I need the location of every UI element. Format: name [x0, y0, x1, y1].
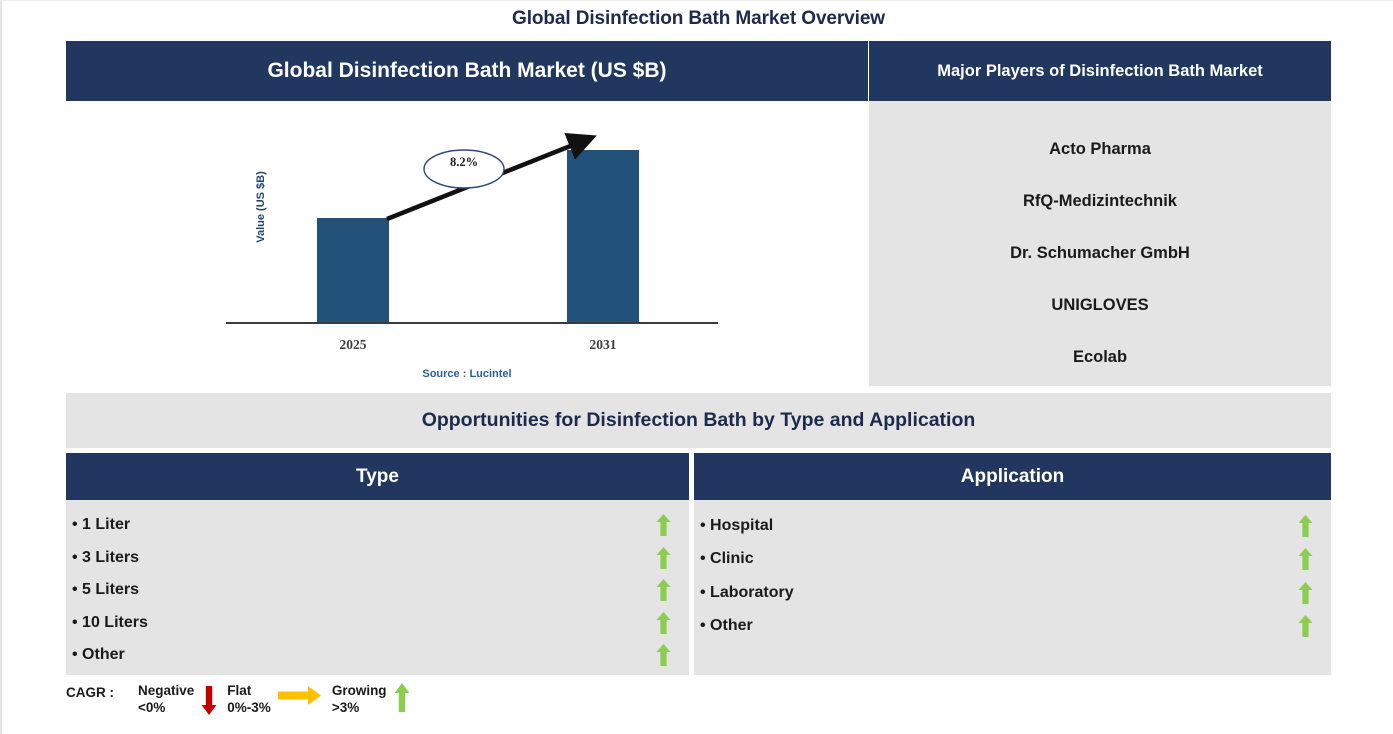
arrow-up-icon — [656, 644, 671, 667]
opportunities-banner: Opportunities for Disinfection Bath by T… — [66, 393, 1331, 448]
application-row-label: • Clinic — [700, 550, 754, 568]
x-tick-label-2031: 2031 — [589, 337, 617, 352]
x-tick-label-2025: 2025 — [339, 337, 367, 352]
table-row: • Clinic — [694, 543, 1331, 577]
bar-2031 — [567, 150, 639, 322]
type-table: Type • 1 Liter • 3 Liters • 5 Liters — [66, 453, 689, 675]
application-row-label: • Laboratory — [700, 583, 794, 601]
arrow-up-icon — [656, 546, 671, 569]
legend-range: 0%-3% — [227, 700, 271, 715]
application-table-body: • Hospital • Clinic • Laboratory • Other — [694, 500, 1331, 643]
bar-chart: Value (US $B) 2025 2031 8.2% — [66, 101, 868, 386]
arrow-up-icon — [1298, 548, 1313, 571]
cagr-legend-item-growing: Growing >3% — [332, 682, 410, 716]
list-item: Dr. Schumacher GmbH — [1010, 244, 1190, 262]
type-row-label: • 10 Liters — [72, 613, 148, 631]
application-table-header: Application — [694, 453, 1331, 500]
cagr-arrow-icon — [386, 132, 597, 222]
arrow-up-icon — [656, 514, 671, 537]
type-row-label: • Other — [72, 646, 125, 664]
type-table-header: Type — [66, 453, 689, 500]
major-players-panel: Major Players of Disinfection Bath Marke… — [869, 41, 1331, 386]
market-chart-panel: Global Disinfection Bath Market (US $B) … — [66, 41, 868, 386]
list-item: Ecolab — [1072, 348, 1128, 366]
x-axis-line — [226, 322, 718, 324]
plot-area: 2025 2031 8.2% — [226, 119, 718, 364]
arrow-up-icon — [394, 683, 410, 715]
arrow-up-icon — [1298, 615, 1313, 638]
table-row: • Hospital — [694, 509, 1331, 543]
arrow-up-icon — [1298, 581, 1313, 604]
legend-label: Negative — [138, 683, 195, 698]
application-table: Application • Hospital • Clinic • Labora… — [694, 453, 1331, 675]
bar-2025 — [317, 218, 389, 322]
table-row: • Other — [694, 610, 1331, 644]
cagr-value-label: 8.2% — [449, 155, 479, 169]
type-row-label: • 5 Liters — [72, 581, 139, 599]
cagr-legend: CAGR : Negative <0% Flat 0%-3% Growing >… — [66, 682, 420, 716]
arrow-up-icon — [656, 611, 671, 634]
market-chart-panel-header: Global Disinfection Bath Market (US $B) — [66, 41, 868, 101]
table-row: • 10 Liters — [66, 607, 689, 640]
arrow-up-icon — [656, 579, 671, 602]
list-item: Acto Pharma — [1049, 140, 1151, 158]
type-row-label: • 1 Liter — [72, 516, 131, 534]
table-row: • 5 Liters — [66, 574, 689, 607]
major-players-list: Acto Pharma RfQ-Medizintechnik Dr. Schum… — [869, 101, 1331, 386]
table-row: • Other — [66, 639, 689, 672]
arrow-right-icon — [277, 683, 322, 707]
list-item: RfQ-Medizintechnik — [1022, 192, 1177, 210]
table-row: • 3 Liters — [66, 542, 689, 575]
legend-range: >3% — [331, 700, 360, 715]
table-row: • Laboratory — [694, 576, 1331, 610]
legend-label: Flat — [227, 683, 252, 698]
cagr-legend-item-flat: Flat 0%-3% — [227, 682, 322, 716]
source-note: Source : Lucintel — [422, 368, 512, 380]
type-table-body: • 1 Liter • 3 Liters • 5 Liters • 10 Lit… — [66, 500, 689, 672]
legend-range: <0% — [138, 700, 166, 715]
type-row-label: • 3 Liters — [72, 548, 139, 566]
application-row-label: • Other — [700, 617, 753, 635]
legend-label: Growing — [331, 683, 387, 698]
arrow-up-icon — [1298, 514, 1313, 537]
application-row-label: • Hospital — [700, 516, 774, 534]
list-item: UNIGLOVES — [1051, 296, 1149, 314]
major-players-panel-header: Major Players of Disinfection Bath Marke… — [869, 41, 1331, 101]
page-title: Global Disinfection Bath Market Overview — [512, 8, 885, 29]
cagr-legend-item-negative: Negative <0% — [138, 682, 217, 716]
table-row: • 1 Liter — [66, 509, 689, 542]
cagr-legend-title: CAGR : — [66, 685, 114, 700]
arrow-down-icon — [201, 683, 217, 715]
